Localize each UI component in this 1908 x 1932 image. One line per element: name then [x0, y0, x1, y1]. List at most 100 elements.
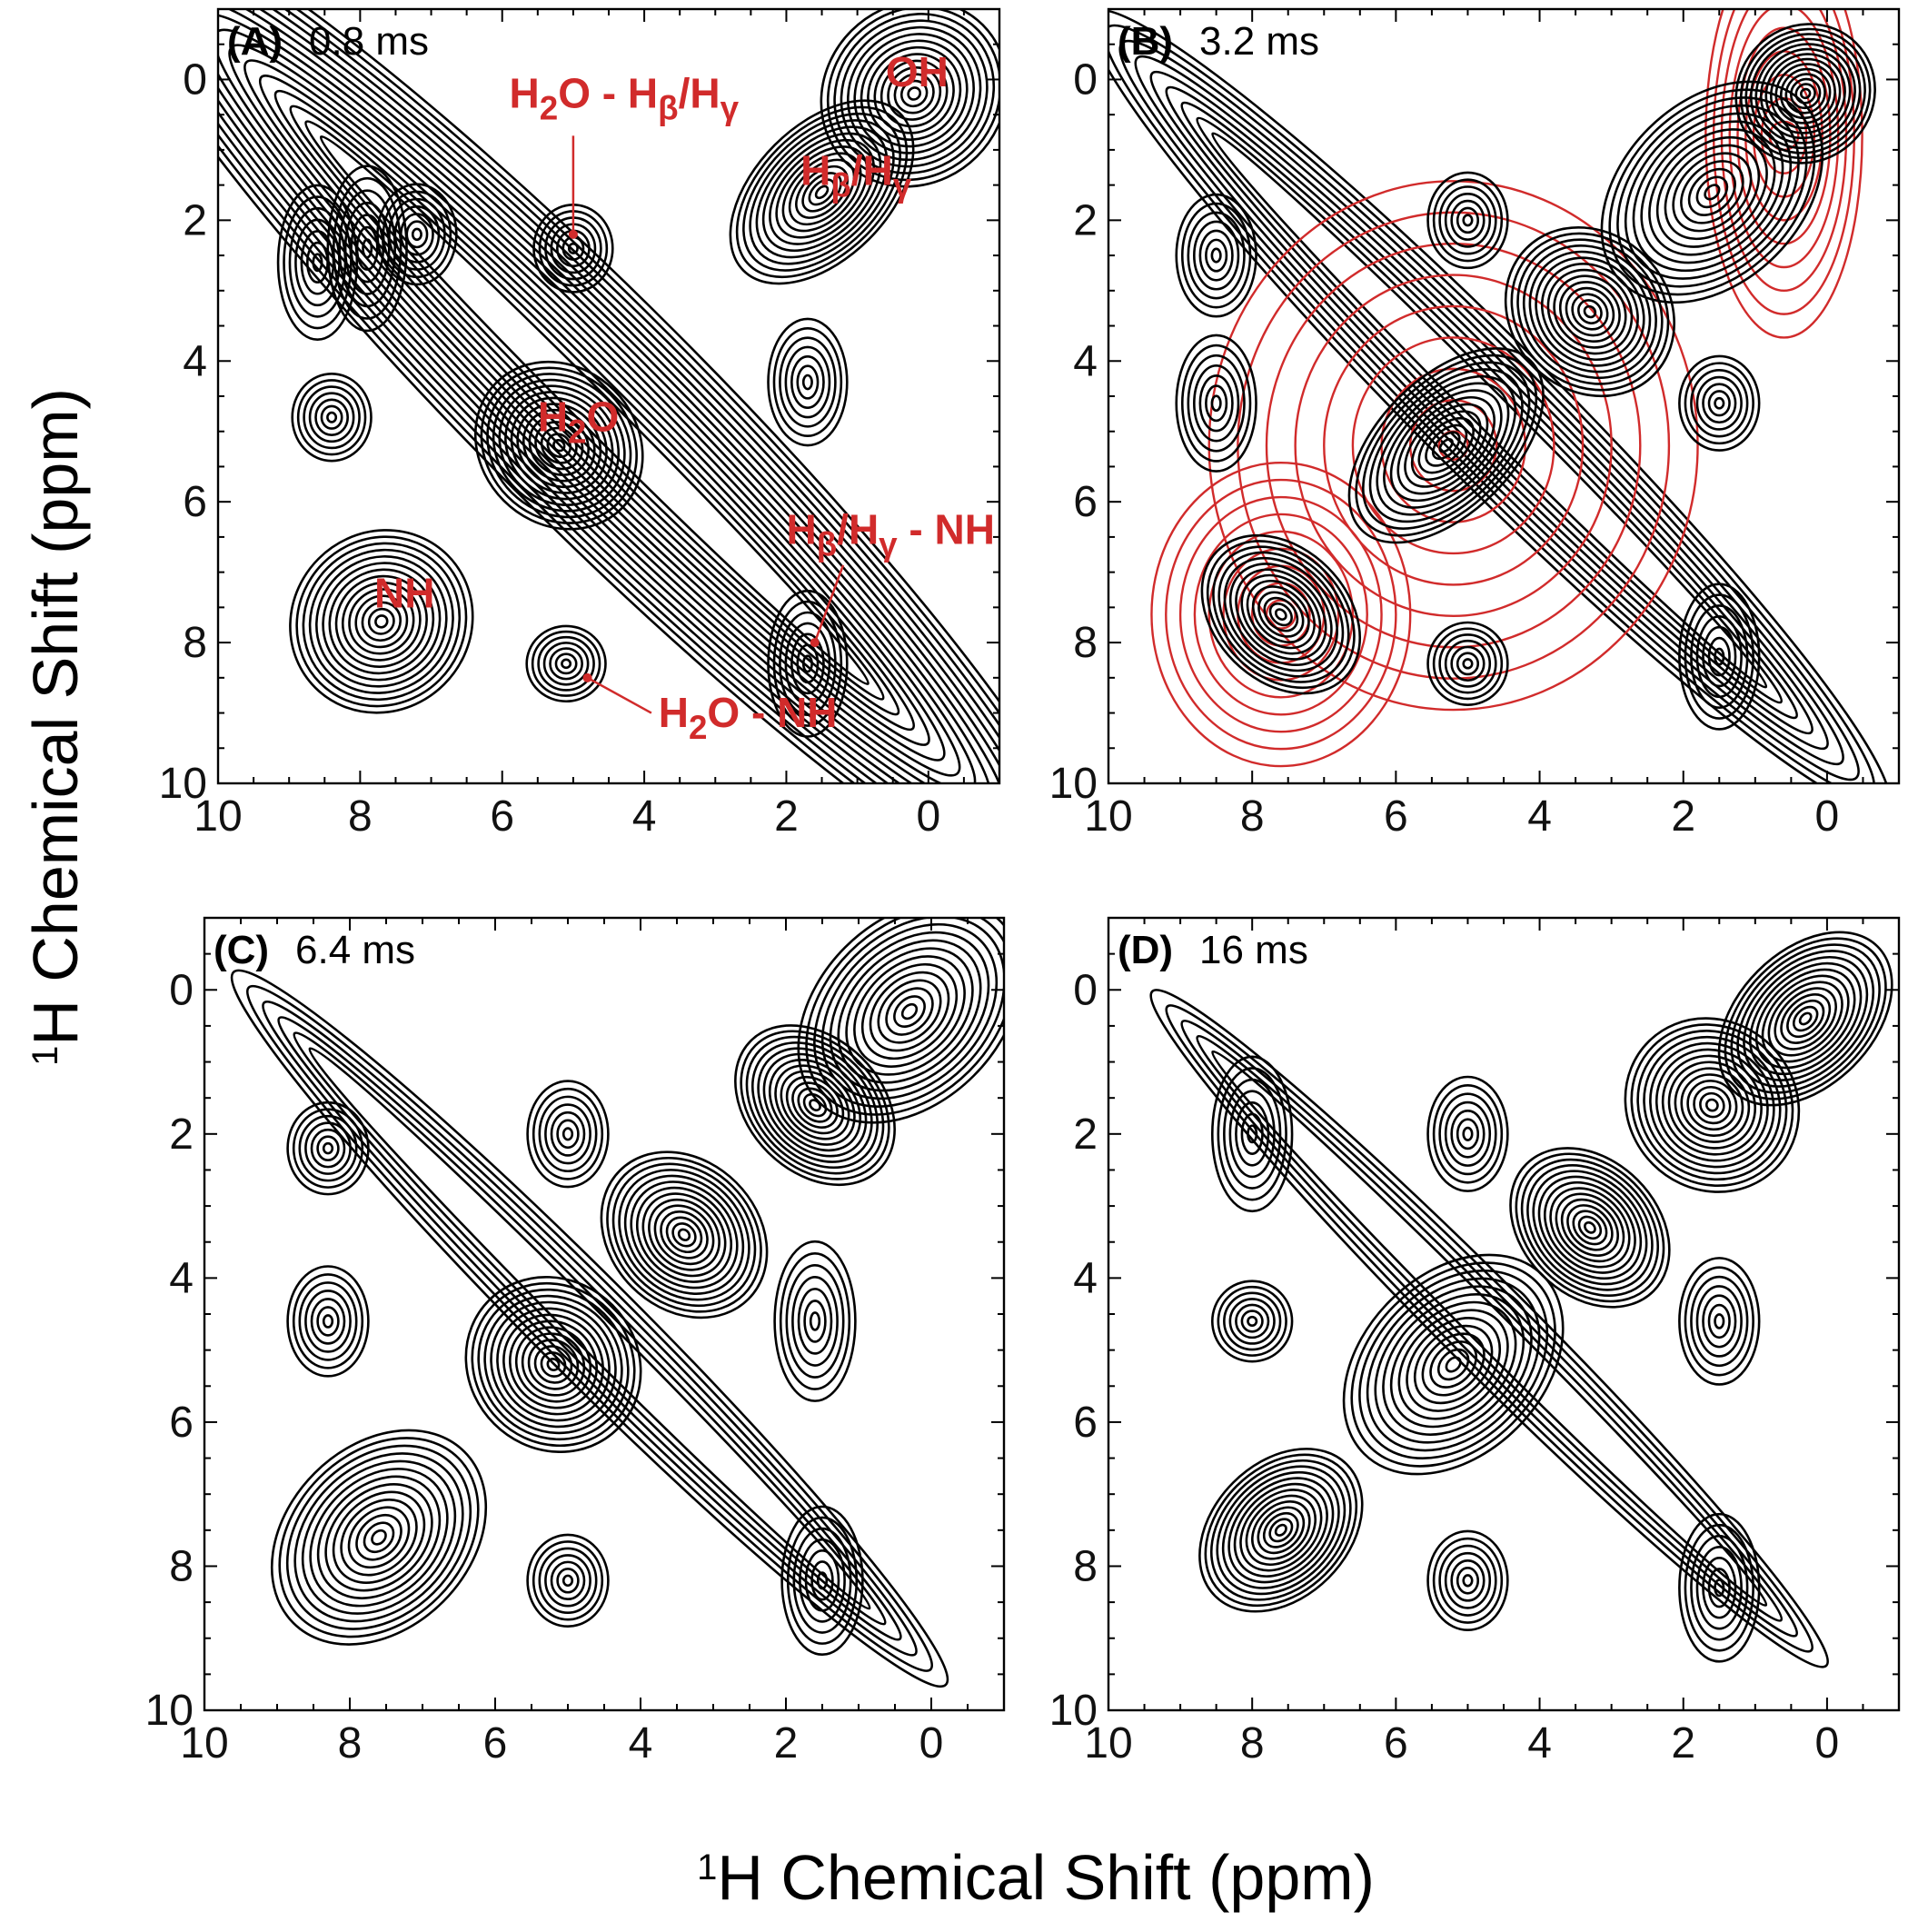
peak-contour	[810, 1560, 834, 1601]
peak-contour	[298, 1114, 358, 1182]
peak-contour	[308, 548, 454, 694]
peak-contour	[1690, 604, 1749, 709]
y-axis-title: 1H Chemical Shift (ppm)	[20, 388, 91, 1066]
y-tick-label: 2	[183, 196, 207, 244]
peak-contour	[1274, 608, 1287, 621]
peak-contour	[600, 1150, 769, 1320]
peak-contour	[1228, 563, 1333, 667]
peak-contour	[885, 987, 934, 1036]
peak-contour	[502, 1313, 604, 1416]
peak-contour	[1572, 1210, 1608, 1246]
peak-contour	[1251, 1500, 1311, 1560]
peak-contour	[1655, 135, 1768, 248]
peak-contour	[367, 607, 395, 635]
diagonal-contour	[218, 28, 977, 783]
peak-contour	[1268, 602, 1293, 627]
peak-contour	[303, 385, 361, 450]
peak-contour	[665, 1216, 703, 1254]
y-tick-label: 0	[169, 966, 194, 1014]
y-tick-label: 0	[183, 55, 207, 104]
peak-contour	[1739, 27, 1872, 160]
x-tick-label: 4	[632, 792, 657, 841]
peak-contour	[1444, 1100, 1492, 1167]
arrow-head	[568, 229, 578, 239]
peak-contour	[1754, 968, 1856, 1070]
peak	[780, 1505, 864, 1657]
peak-contour	[1624, 104, 1800, 280]
peak-contour	[1643, 1035, 1782, 1175]
peak-contour	[1432, 627, 1504, 701]
peak-contour	[1180, 202, 1252, 309]
peak-contour	[641, 1192, 727, 1278]
peak-contour	[779, 1251, 851, 1390]
peak-contour	[343, 201, 391, 295]
peak-contour	[534, 421, 584, 471]
peak-contour	[388, 197, 446, 271]
peak-contour	[784, 345, 831, 419]
mixing-time-label: 0.8 ms	[309, 19, 429, 64]
peak-contour	[292, 1108, 364, 1189]
peak-contour	[1724, 937, 1887, 1100]
x-tick-label: 6	[490, 792, 514, 841]
peak-contour	[315, 555, 448, 688]
peak-contour	[1193, 363, 1240, 443]
peak-contour	[1520, 1158, 1660, 1297]
peak	[376, 183, 458, 286]
peak-contour	[542, 642, 590, 686]
x-tick-label: 0	[1815, 1719, 1840, 1768]
peak-contour	[799, 1538, 846, 1623]
peak-contour	[1690, 1534, 1749, 1641]
peak	[1717, 931, 1893, 1107]
overlay-contour	[1207, 180, 1699, 712]
peak	[291, 372, 373, 463]
peak-contour	[729, 99, 915, 285]
peak-contour	[286, 1100, 370, 1196]
peak-contour	[1695, 615, 1743, 699]
peak-contour	[795, 164, 850, 219]
peak-contour	[1175, 334, 1257, 473]
peak-contour	[1247, 1124, 1258, 1144]
peak-contour	[1223, 556, 1338, 672]
peak	[1175, 193, 1257, 318]
peak-contour	[278, 1437, 480, 1638]
peak-contour	[879, 59, 949, 128]
peak-contour	[847, 25, 982, 162]
peak	[1600, 80, 1824, 304]
panel-tag: (C)	[214, 928, 269, 972]
peak-contour	[1555, 1192, 1625, 1263]
y-tick-label: 10	[159, 760, 207, 808]
peak-contour	[797, 1087, 833, 1123]
peak-contour	[1425, 423, 1468, 467]
peak-contour	[762, 1052, 868, 1158]
peak-contour	[546, 1358, 561, 1371]
peak-contour	[1678, 1257, 1761, 1386]
panel-b: 10 8 6 4 2 0 0 2 4 6 8 10 (B) 3.2 ms	[1049, 7, 1901, 841]
peak-contour	[887, 65, 942, 121]
peak	[1426, 1075, 1509, 1192]
peak-contour	[508, 1320, 599, 1409]
peak-contour	[1702, 1294, 1737, 1349]
mixing-time-label: 16 ms	[1199, 928, 1308, 972]
peak-contour	[561, 1574, 574, 1588]
peak-contour	[1462, 214, 1474, 227]
peak-contour	[1456, 1118, 1480, 1150]
peak-contour	[1180, 344, 1252, 463]
peak-annotation: Hβ/Hγ - NH	[786, 506, 995, 563]
peak-contour	[561, 658, 572, 670]
peak-contour	[292, 1273, 364, 1369]
peak-contour	[483, 1294, 623, 1435]
peak-contour	[537, 635, 595, 692]
peak-annotation: Hβ/Hγ	[800, 147, 912, 204]
peak-annotation: H2O - Hβ/Hγ	[510, 69, 740, 126]
peak-contour	[1786, 999, 1825, 1039]
x-tick-label: 6	[483, 1719, 508, 1768]
peak-contour	[1690, 369, 1749, 438]
peak-contour	[334, 574, 428, 668]
peak-contour	[833, 13, 996, 174]
peak-contour	[1702, 1557, 1737, 1619]
peak-contour	[677, 1228, 691, 1241]
peak-contour	[773, 1240, 857, 1402]
y-tick-label: 8	[183, 619, 207, 667]
y-tick-label: 6	[1073, 1399, 1098, 1447]
peak	[797, 918, 1004, 1124]
